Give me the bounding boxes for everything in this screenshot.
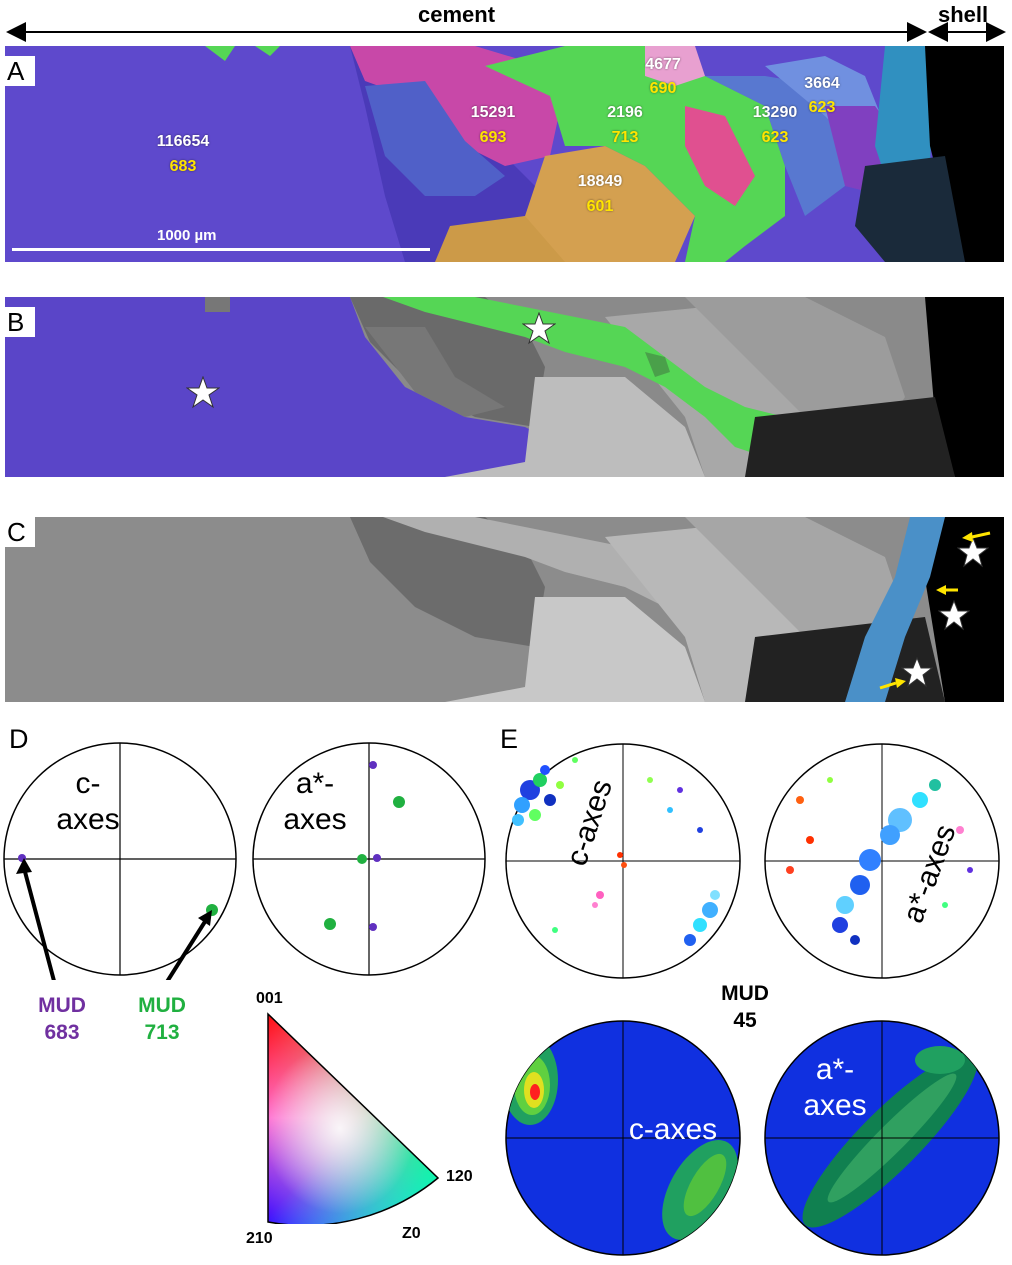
panel-b-grain-map bbox=[5, 297, 1004, 477]
grain-mud-7: 623 bbox=[808, 99, 836, 116]
legend-210: 210 bbox=[246, 1230, 273, 1247]
grain-area-5: 18849 bbox=[577, 173, 623, 190]
legend-001: 001 bbox=[256, 990, 283, 1007]
star-icon-c1 bbox=[957, 537, 989, 568]
grain-mud-3: 713 bbox=[611, 129, 639, 146]
star-icon-c3 bbox=[901, 657, 933, 688]
panel-c-letter: C bbox=[5, 517, 35, 547]
panel-a-map bbox=[5, 46, 1004, 262]
header-arrows bbox=[6, 22, 1006, 42]
mud-713-label: MUD 713 bbox=[138, 994, 186, 1044]
panel-b-map bbox=[5, 297, 1004, 477]
panel-d-letter: D bbox=[9, 724, 29, 754]
c-axes-label-d: c- axes bbox=[56, 767, 120, 836]
panel-e-letter: E bbox=[500, 724, 519, 754]
panel-e-pole-figures bbox=[505, 743, 1000, 1256]
mud-45-label: MUD 45 bbox=[721, 982, 769, 1032]
grain-area-3: 2196 bbox=[607, 104, 643, 121]
ipf-color-key bbox=[267, 1012, 440, 1224]
panel-a-grain-map bbox=[5, 46, 1004, 262]
panel-c-grain-map bbox=[5, 517, 1004, 702]
grain-mud-1: 683 bbox=[169, 158, 197, 175]
panel-b-letter: B bbox=[5, 307, 35, 337]
mud-683-label: MUD 683 bbox=[38, 994, 86, 1044]
panel-d-pole-figures bbox=[3, 742, 486, 980]
panel-c-map bbox=[5, 517, 1004, 702]
legend-z0: Z0 bbox=[402, 1225, 421, 1242]
shell-label: shell bbox=[938, 2, 989, 27]
scale-bar-label: 1000 µm bbox=[157, 227, 217, 244]
grain-mud-4: 690 bbox=[649, 80, 677, 97]
a-axes-contour-label: a*- axes bbox=[803, 1053, 867, 1122]
scale-bar bbox=[12, 248, 430, 251]
a-axes-label-d: a*- axes bbox=[283, 767, 347, 836]
c-axes-contour-label: c-axes bbox=[628, 1113, 718, 1146]
star-icon-c2 bbox=[938, 600, 970, 631]
yellow-arrows bbox=[879, 531, 991, 690]
panel-a-letter: A bbox=[5, 56, 35, 86]
grain-area-7: 3664 bbox=[804, 75, 840, 92]
grain-area-2: 15291 bbox=[470, 104, 516, 121]
grain-area-6: 13290 bbox=[752, 104, 798, 121]
grain-area-4: 4677 bbox=[645, 56, 681, 73]
star-icon-b1 bbox=[186, 376, 220, 409]
grain-mud-2: 693 bbox=[479, 129, 507, 146]
grain-area-1: 116654 bbox=[156, 133, 210, 150]
grain-mud-5: 601 bbox=[586, 198, 614, 215]
legend-120: 120 bbox=[446, 1168, 473, 1185]
grain-mud-6: 623 bbox=[761, 129, 789, 146]
star-icon-b2 bbox=[522, 312, 556, 345]
cement-label: cement bbox=[418, 2, 496, 27]
